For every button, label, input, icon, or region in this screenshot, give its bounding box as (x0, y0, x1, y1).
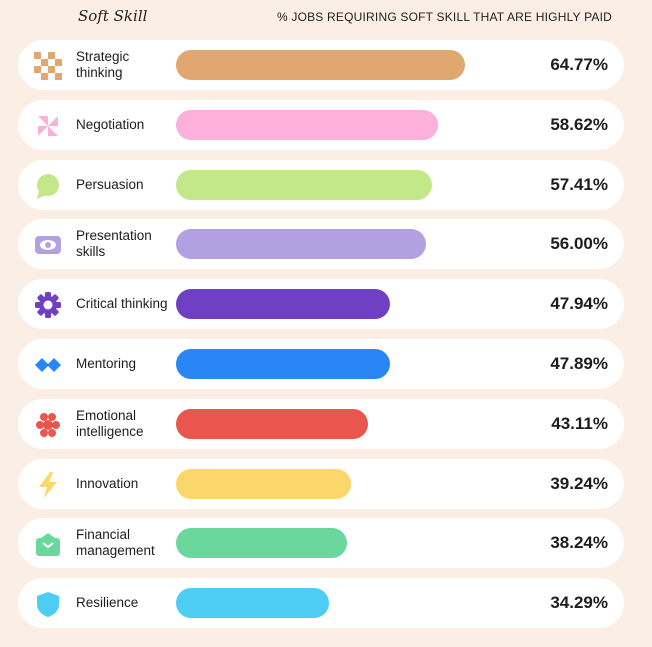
value-label: 43.11% (551, 413, 608, 433)
bar (176, 588, 329, 619)
value-label: 58.62% (550, 114, 608, 134)
bar (176, 408, 369, 439)
chart-row: Critical thinking 47.94% (18, 279, 624, 330)
category-label: Negotiation (76, 116, 145, 132)
chart-row: Resilience 34.29% (18, 578, 624, 629)
bar (176, 169, 433, 200)
chart-row: Negotiation 58.62% (18, 99, 624, 150)
checker-icon (34, 52, 62, 80)
hearts-icon (34, 411, 62, 439)
category-label: Financial management (76, 527, 155, 559)
category-label: Innovation (76, 475, 139, 491)
chart-row: Persuasion 57.41% (18, 159, 624, 210)
bar (176, 289, 390, 320)
pinwheel-icon (34, 112, 62, 140)
x-axis-title: % JOBS REQUIRING SOFT SKILL THAT ARE HIG… (276, 10, 612, 24)
bar (176, 349, 390, 379)
value-label: 47.94% (550, 294, 608, 314)
bar (176, 50, 465, 80)
shield-icon (34, 590, 62, 618)
value-label: 64.77% (550, 55, 608, 74)
y-axis-title: Soft Skill (78, 7, 148, 25)
value-label: 56.00% (550, 234, 608, 254)
category-label: Critical thinking (76, 296, 168, 312)
category-label: Presentation skills (76, 228, 152, 260)
category-label: Resilience (76, 595, 139, 611)
bar (176, 229, 426, 260)
eye-icon (34, 231, 62, 259)
chart-row: Mentoring 47.89% (18, 339, 624, 389)
bar (176, 109, 438, 140)
bar (176, 528, 347, 559)
speech-bubble-icon (34, 172, 62, 200)
chart-row: Strategic thinking 64.77% (18, 40, 624, 90)
value-label: 34.29% (550, 593, 608, 613)
value-label: 39.24% (550, 473, 608, 493)
category-label: Mentoring (76, 356, 137, 371)
category-label: Strategic thinking (76, 49, 130, 80)
lightning-icon (34, 471, 62, 499)
chart-row: Innovation 39.24% (18, 458, 624, 509)
value-label: 38.24% (550, 533, 608, 553)
category-label: Persuasion (76, 176, 144, 192)
value-label: 57.41% (550, 174, 608, 194)
bar (176, 468, 352, 499)
chart-row: Emotional intelligence 43.11% (18, 398, 624, 449)
gear-icon (34, 291, 62, 319)
wallet-icon (34, 530, 62, 558)
value-label: 47.89% (550, 354, 608, 373)
diamonds-icon (34, 351, 62, 379)
category-label: Emotional intelligence (76, 407, 144, 439)
chart-row: Presentation skills 56.00% (18, 219, 624, 270)
chart-row: Financial management 38.24% (18, 518, 624, 569)
